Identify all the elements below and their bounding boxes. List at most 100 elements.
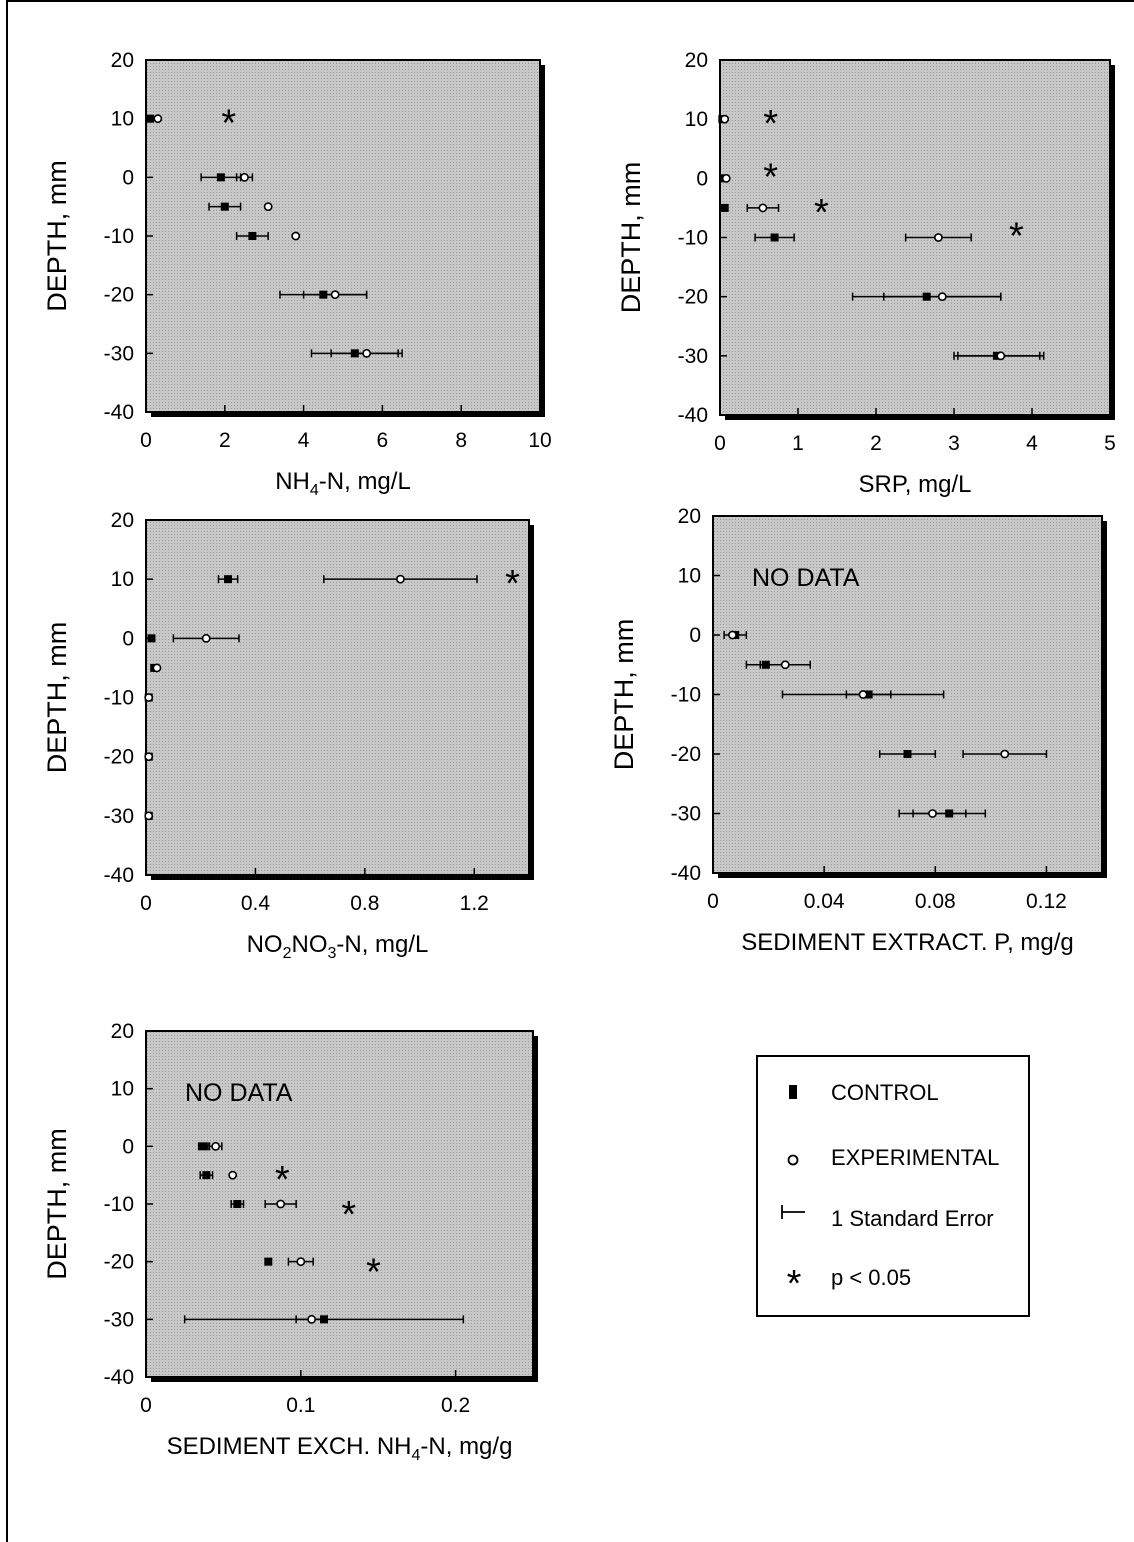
y-tick-label: -10 bbox=[104, 1193, 134, 1216]
x-axis-label-base: SEDIMENT EXCH. NH bbox=[167, 1433, 412, 1460]
series-experimental bbox=[153, 114, 403, 358]
y-tick-label: -40 bbox=[104, 864, 134, 887]
y-tick-label: 10 bbox=[111, 568, 134, 591]
experimental-point bbox=[362, 348, 372, 358]
panel-3: 20 10 0 -10 -20 -30 -40 0 0.4 0.8 1.2 DEPTH, mm NO2N… bbox=[42, 509, 534, 962]
y-tick-label: -40 bbox=[678, 404, 708, 427]
experimental-point bbox=[758, 203, 768, 213]
y-tick-label: 10 bbox=[111, 108, 134, 131]
significance-asterisk: * bbox=[505, 563, 520, 605]
y-tick-label: -30 bbox=[678, 345, 708, 368]
significance-asterisk: * bbox=[1009, 216, 1024, 258]
x-tick-label: 0.2 bbox=[441, 1394, 470, 1417]
experimental-point bbox=[858, 690, 868, 699]
series-experimental bbox=[728, 630, 1048, 818]
experimental-point bbox=[720, 114, 730, 124]
x-tick-label: 0.04 bbox=[804, 890, 845, 913]
experimental-point bbox=[152, 663, 162, 673]
experimental-point bbox=[296, 1257, 306, 1267]
y-tick-label: 10 bbox=[685, 108, 708, 131]
x-tick-label: 0.1 bbox=[286, 1394, 315, 1417]
legend: CONTROL EXPERIMENTAL 1 Standard Error * … bbox=[756, 1055, 1030, 1317]
x-axis-label-mid: -N, mg/L bbox=[319, 468, 411, 495]
y-tick-label: 20 bbox=[111, 1020, 134, 1043]
x-tick-label: 1 bbox=[792, 432, 804, 455]
experimental-point bbox=[307, 1314, 317, 1324]
y-tick-label: 0 bbox=[122, 166, 134, 189]
significance-asterisk: * bbox=[366, 1251, 381, 1293]
y-tick-label: -20 bbox=[678, 286, 708, 309]
x-tick-label: 0 bbox=[140, 429, 152, 452]
legend-significance-marker: * bbox=[787, 1263, 802, 1305]
x-axis-label-tail: -N, mg/L bbox=[336, 931, 428, 958]
y-tick-label: 20 bbox=[678, 505, 701, 528]
experimental-point bbox=[240, 172, 249, 182]
x-tick-label: 0 bbox=[140, 1394, 152, 1417]
series-experimental bbox=[720, 114, 1045, 361]
control-point bbox=[903, 750, 912, 758]
experimental-point bbox=[330, 290, 340, 300]
control-point bbox=[216, 173, 225, 182]
x-tick-label: 10 bbox=[528, 429, 551, 452]
x-axis-label-sub1: 2 bbox=[283, 945, 292, 962]
x-axis-label-base: SEDIMENT EXTRACT. P, mg/g bbox=[741, 929, 1074, 956]
experimental-point bbox=[934, 233, 943, 242]
control-point bbox=[199, 1142, 208, 1151]
y-tick-label: -30 bbox=[104, 342, 134, 365]
x-tick-label: 0.8 bbox=[350, 892, 379, 915]
y-tick-label: -10 bbox=[104, 225, 134, 248]
x-axis-label: SEDIMENT EXTRACT. P, mg/g bbox=[741, 929, 1074, 956]
x-axis-label: SRP, mg/L bbox=[859, 471, 972, 498]
significance-asterisk: * bbox=[221, 103, 236, 145]
control-point bbox=[224, 575, 233, 584]
control-point bbox=[147, 634, 156, 643]
plot-area bbox=[145, 519, 530, 876]
plot-area bbox=[145, 59, 541, 413]
y-tick-label: -10 bbox=[671, 684, 701, 707]
legend-se-marker bbox=[781, 1205, 805, 1219]
x-tick-label: 5 bbox=[1104, 432, 1116, 455]
experimental-point bbox=[996, 351, 1006, 361]
x-axis-label-base: NO bbox=[247, 931, 283, 958]
experimental-point bbox=[728, 630, 737, 640]
x-axis-label-base: SRP, mg/L bbox=[859, 471, 972, 498]
x-tick-label: 2 bbox=[870, 432, 882, 455]
control-point bbox=[145, 114, 154, 123]
y-tick-label: -20 bbox=[671, 743, 701, 766]
experimental-point bbox=[721, 173, 731, 183]
experimental-point bbox=[263, 202, 273, 212]
x-tick-label: 0 bbox=[707, 890, 719, 913]
x-tick-label: 4 bbox=[1026, 432, 1038, 455]
x-axis-label: SEDIMENT EXCH. NH4-N, mg/g bbox=[167, 1433, 513, 1464]
experimental-point bbox=[276, 1199, 286, 1209]
y-tick-label: 20 bbox=[111, 49, 134, 72]
x-tick-label: 0 bbox=[140, 892, 152, 915]
experimental-point bbox=[211, 1141, 221, 1151]
x-tick-label: 4 bbox=[298, 429, 310, 452]
x-tick-label: 0.12 bbox=[1026, 890, 1067, 913]
x-tick-label: 0.4 bbox=[241, 892, 271, 915]
y-tick-label: -40 bbox=[104, 1366, 134, 1389]
panel-annotation: NO DATA bbox=[185, 1079, 293, 1107]
control-point bbox=[248, 232, 257, 240]
significance-asterisk: * bbox=[275, 1159, 290, 1201]
experimental-point bbox=[144, 811, 154, 821]
y-tick-label: -10 bbox=[104, 687, 134, 710]
y-tick-label: 20 bbox=[685, 49, 708, 72]
experimental-point bbox=[144, 693, 154, 702]
series-experimental bbox=[144, 574, 478, 821]
experimental-point bbox=[928, 809, 937, 818]
significance-asterisk: * bbox=[341, 1194, 356, 1236]
control-point bbox=[220, 202, 229, 211]
x-tick-label: 0.08 bbox=[915, 890, 956, 913]
legend-box bbox=[756, 1055, 1030, 1317]
y-tick-label: -40 bbox=[104, 401, 134, 424]
y-axis-label: DEPTH, mm bbox=[616, 162, 646, 314]
experimental-point bbox=[153, 114, 163, 124]
control-point bbox=[264, 1257, 273, 1266]
control-point bbox=[202, 1171, 211, 1180]
y-tick-label: -40 bbox=[671, 862, 701, 885]
significance-asterisk: * bbox=[814, 192, 829, 234]
y-tick-label: 20 bbox=[111, 509, 134, 532]
